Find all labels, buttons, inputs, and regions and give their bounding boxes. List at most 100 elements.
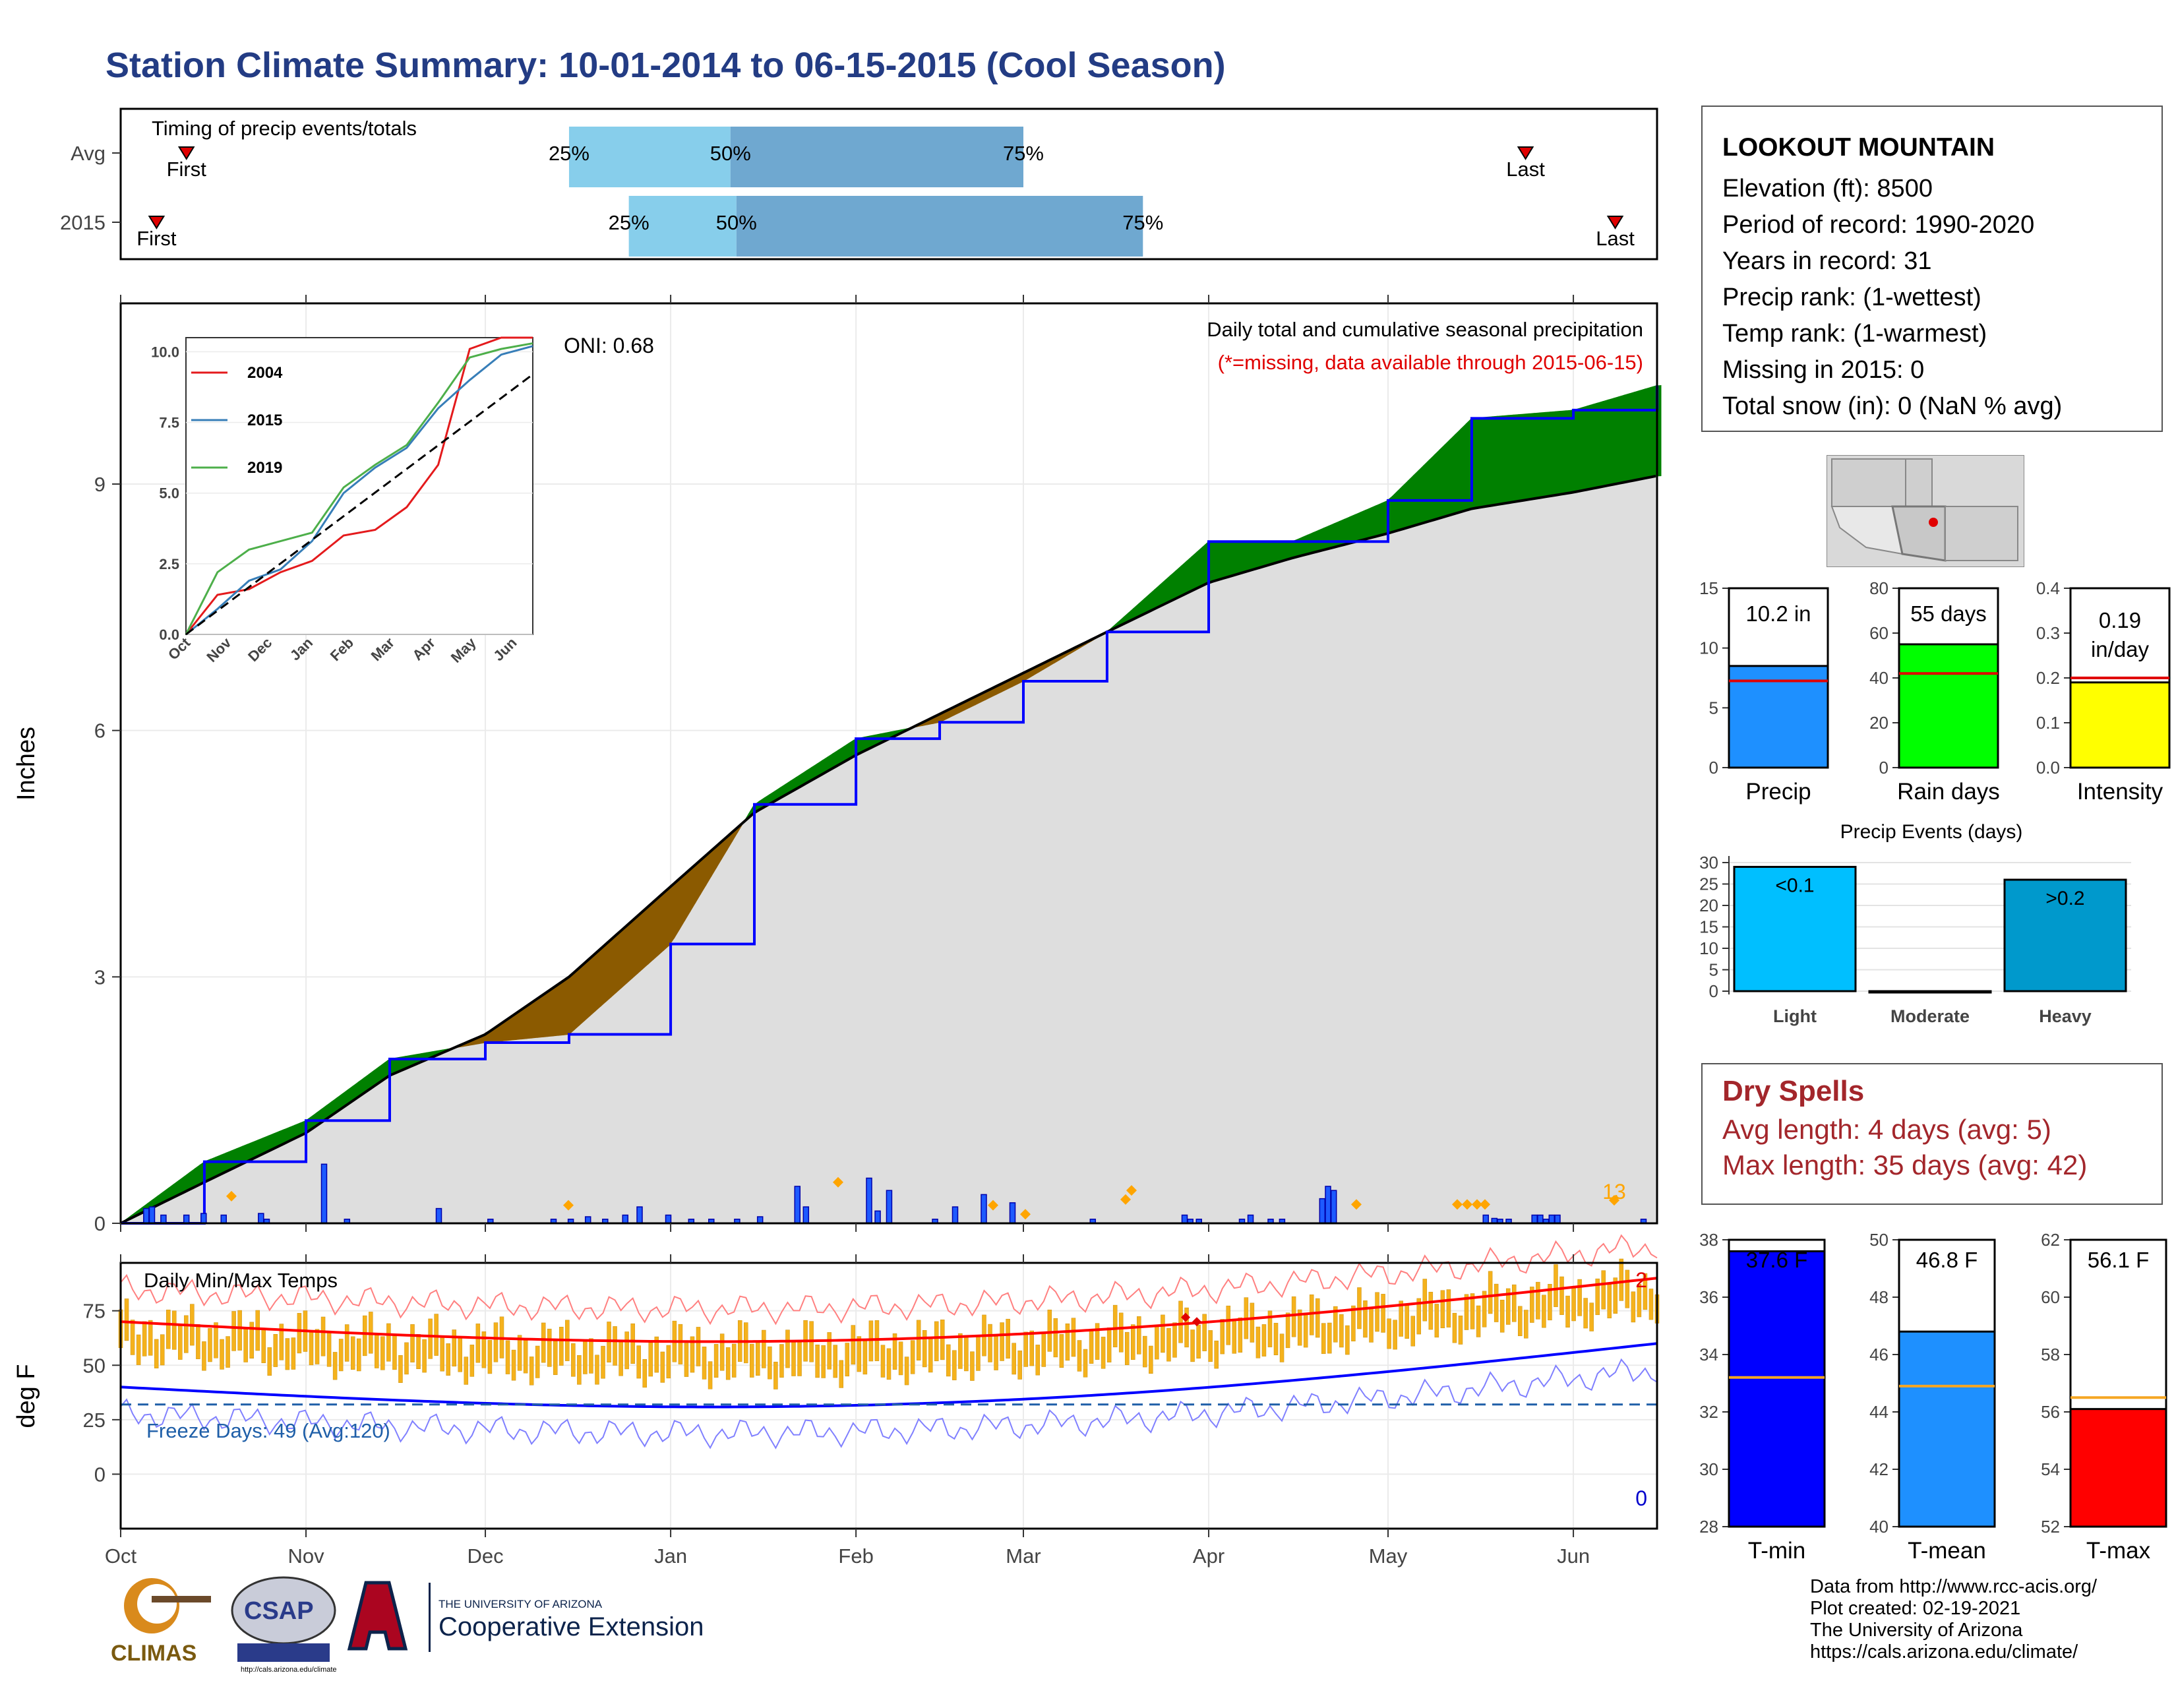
temp-daily-bar	[422, 1339, 427, 1373]
precip-daily-bar	[1531, 1214, 1538, 1224]
temp-daily-bar	[1089, 1329, 1094, 1364]
temp-daily-bar	[1327, 1322, 1332, 1354]
precip-departure-fill	[1281, 541, 1287, 562]
t-min-title: T-min	[1748, 1538, 1806, 1564]
precip-departure-fill	[600, 943, 607, 1007]
events-ytick-label: 20	[1699, 896, 1718, 915]
timing-first-marker	[148, 216, 166, 229]
precip-departure-fill	[1254, 541, 1261, 570]
events-ytick-label: 5	[1709, 960, 1718, 980]
temp-daily-bar	[750, 1343, 754, 1378]
timing-bar-lower	[628, 196, 737, 257]
temp-daily-bar	[696, 1327, 701, 1366]
precip-departure-fill	[1170, 570, 1176, 602]
t-max-title: T-max	[2086, 1538, 2151, 1564]
ua-big-text: Cooperative Extension	[438, 1612, 704, 1641]
temp-daily-bar	[976, 1336, 981, 1371]
timing-q50-label: 50%	[710, 142, 751, 165]
temp-daily-bar	[1434, 1304, 1439, 1338]
temp-daily-bar	[1285, 1312, 1290, 1349]
precip-ylabel: Inches	[13, 727, 40, 801]
temp-daily-bar	[589, 1338, 593, 1374]
temp-daily-bar	[1065, 1323, 1070, 1361]
precip-event-marker	[1351, 1199, 1362, 1210]
temp-daily-bar	[821, 1345, 826, 1378]
precip-departure-fill	[1439, 444, 1445, 519]
events-ytick-label: 10	[1699, 938, 1718, 958]
temp-daily-bar	[1613, 1277, 1618, 1314]
inset-ytick-label: 10.0	[151, 344, 179, 360]
temp-daily-bar	[713, 1344, 719, 1378]
temp-daily-bar	[315, 1329, 320, 1364]
temp-daily-bar	[1112, 1304, 1118, 1347]
temp-daily-bar	[142, 1321, 147, 1357]
precip-total-chart: 0 5 10 15 10.2 in Precip 0 20 40 60 80 55 days Rain …	[1699, 578, 2171, 805]
precip-daily-bar	[200, 1213, 207, 1224]
temp-daily-bar	[380, 1336, 385, 1370]
temp-daily-bar	[1095, 1323, 1100, 1360]
temp-xtick-label: Nov	[287, 1544, 324, 1568]
temp-xtick-label: Jan	[654, 1544, 687, 1568]
temp-daily-bar	[1279, 1333, 1284, 1362]
precip-departure-fill	[1645, 386, 1651, 479]
temp-daily-bar	[481, 1331, 487, 1368]
temp-daily-bar	[1452, 1312, 1457, 1343]
temp-daily-bar	[214, 1322, 218, 1358]
temp-daily-bar	[434, 1314, 438, 1356]
temp-daily-bar	[279, 1324, 284, 1360]
temp-daily-bar	[880, 1345, 886, 1378]
precip-departure-fill	[1629, 391, 1635, 482]
precip-departure-fill	[1370, 504, 1377, 539]
precip-total-title: Precip	[1745, 779, 1811, 805]
precip-departure-fill	[684, 868, 691, 921]
climas-text: CLIMAS	[111, 1641, 196, 1666]
temp-daily-bar	[1303, 1312, 1308, 1348]
rain-days-ytick-label: 0	[1879, 758, 1889, 778]
precip-departure-fill	[658, 892, 665, 956]
station-period: Period of record: 1990-2020	[1722, 211, 2035, 239]
t-min-ytick-label: 28	[1699, 1517, 1718, 1537]
temp-daily-bar	[1214, 1340, 1219, 1369]
temp-daily-bar	[1494, 1283, 1499, 1322]
temp-daily-bar	[1554, 1264, 1558, 1307]
precip-departure-fill	[584, 957, 591, 1022]
temp-daily-bar	[797, 1342, 802, 1376]
precip-departure-fill	[679, 872, 686, 930]
temp-daily-bar	[154, 1339, 159, 1368]
intensity-bar	[2069, 681, 2171, 769]
temp-daily-bar	[898, 1341, 903, 1376]
temp-heading: Daily Min/Max Temps	[144, 1269, 338, 1292]
precip-departure-fill	[589, 952, 596, 1017]
temp-daily-bar	[541, 1322, 546, 1363]
precip-event-marker	[833, 1176, 843, 1188]
rain-days-bar	[1898, 643, 1999, 769]
temp-daily-bar	[309, 1330, 314, 1366]
temp-daily-bar	[320, 1316, 326, 1357]
t-mean-bar	[1898, 1330, 1996, 1528]
temp-daily-bar	[1476, 1305, 1481, 1337]
timing-bar-lower	[568, 127, 731, 187]
t-min-ytick-label: 30	[1699, 1459, 1718, 1479]
station-temp-rank: Temp rank: (1-warmest)	[1722, 320, 1987, 348]
temp-daily-bar	[332, 1352, 338, 1380]
precip-departure-fill	[547, 987, 554, 1037]
precip-daily-bar	[143, 1207, 150, 1224]
temp-daily-bar	[862, 1340, 868, 1375]
precip-departure-fill	[1354, 512, 1361, 543]
precip-daily-bar	[1181, 1214, 1188, 1224]
temp-daily-bar	[386, 1323, 391, 1362]
temp-daily-bar	[559, 1327, 564, 1366]
temp-daily-bar	[1106, 1327, 1112, 1362]
precip-departure-fill	[1623, 393, 1630, 483]
temp-daily-bar	[1333, 1306, 1338, 1343]
precip-departure-fill	[595, 948, 601, 1012]
precip-departure-fill	[690, 863, 696, 913]
events-category-label: Light	[1773, 1006, 1817, 1026]
temp-summary-chart: 28 30 32 34 36 38 37.6 F T-min 40 42 44 46 48 50 46.8 …	[1699, 1230, 2167, 1564]
precip-count-label: 13	[1602, 1180, 1626, 1204]
t-mean-ytick-label: 44	[1869, 1402, 1889, 1422]
temp-daily-bar	[690, 1336, 695, 1373]
station-years: Years in record: 31	[1722, 247, 1932, 275]
precip-daily-bar	[952, 1206, 959, 1224]
t-min-bar	[1728, 1250, 1826, 1528]
